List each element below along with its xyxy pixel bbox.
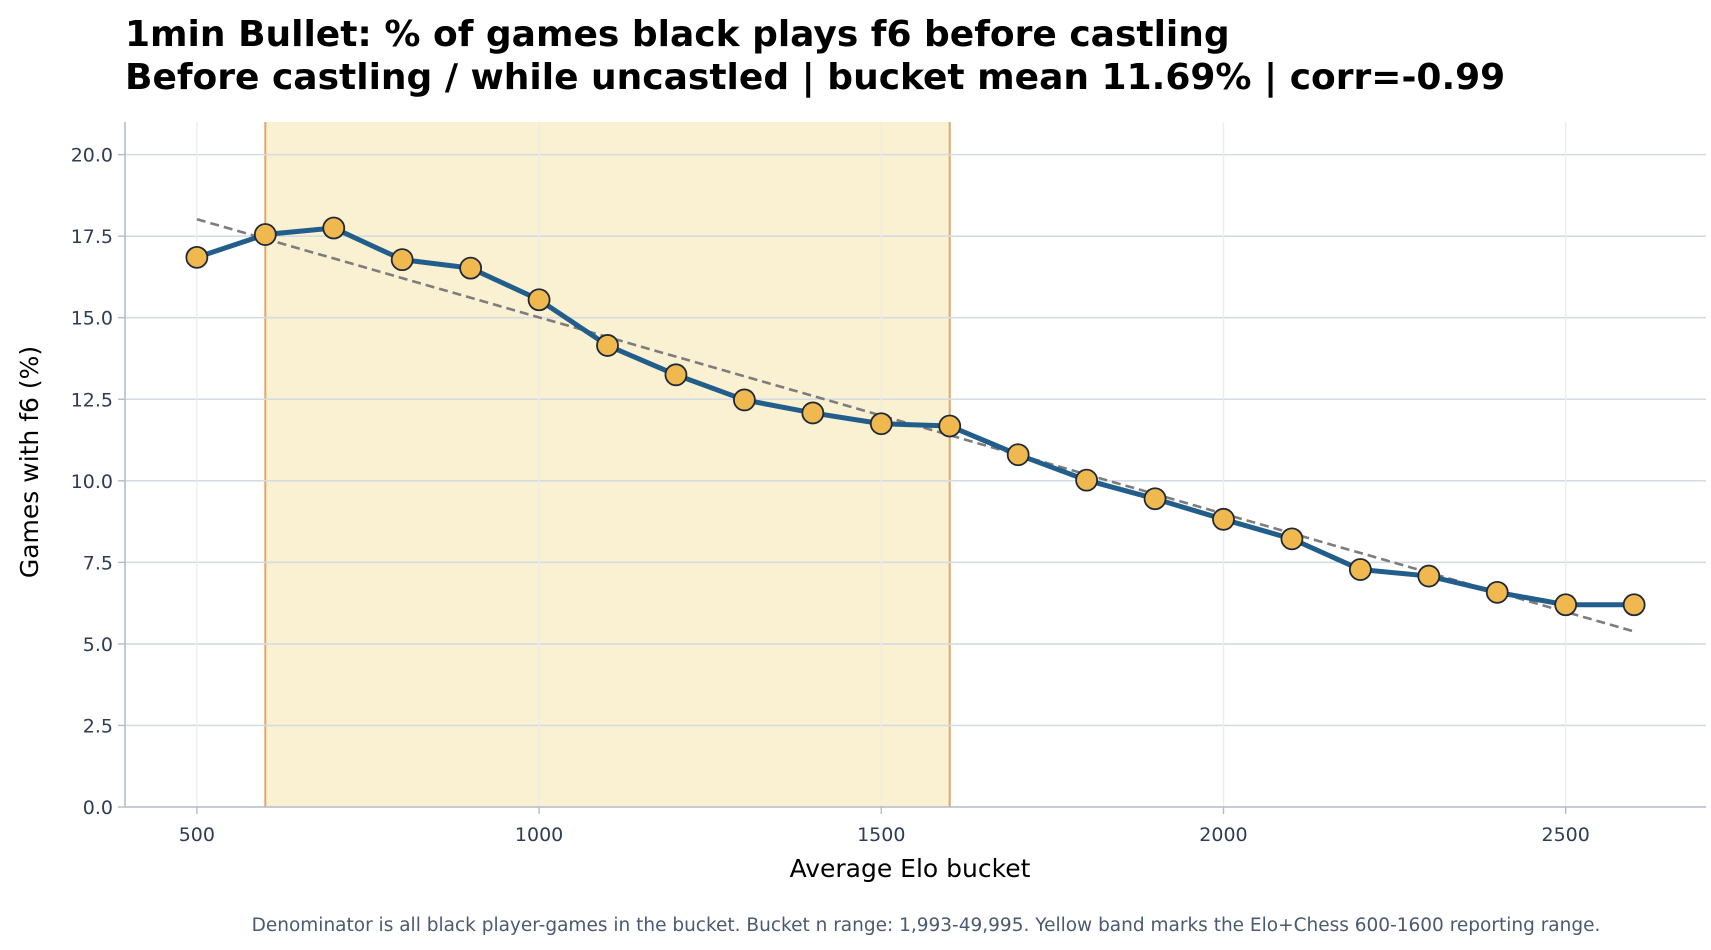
data-point — [459, 256, 483, 280]
data-point — [801, 401, 825, 425]
y-tick-label: 5.0 — [83, 634, 113, 656]
axis-layer — [118, 122, 1706, 814]
highlight-band-layer — [264, 122, 951, 807]
data-point — [1280, 527, 1304, 551]
y-tick-label: 0.0 — [83, 797, 113, 819]
y-tick-label: 2.5 — [83, 715, 113, 737]
series-layer — [185, 216, 1646, 617]
x-tick-label: 2000 — [1199, 824, 1247, 846]
data-point — [1006, 443, 1030, 467]
data-point — [1348, 558, 1372, 581]
data-point — [185, 245, 209, 269]
highlight-band — [265, 122, 950, 807]
data-point — [527, 288, 551, 312]
data-point — [732, 388, 756, 412]
data-point — [664, 363, 688, 387]
data-point — [1485, 580, 1509, 604]
data-point — [1554, 593, 1578, 617]
x-tick-label: 1500 — [857, 824, 905, 846]
x-axis-label: Average Elo bucket — [790, 854, 1031, 883]
y-tick-label: 20.0 — [71, 145, 113, 167]
footnote: Denominator is all black player-games in… — [252, 915, 1601, 936]
data-point — [869, 412, 893, 436]
data-point — [1075, 468, 1099, 492]
y-tick-label: 7.5 — [83, 552, 113, 574]
data-point — [1622, 593, 1646, 617]
chart-subtitle: Before castling / while uncastled | buck… — [125, 57, 1505, 98]
y-tick-label: 12.5 — [71, 389, 113, 411]
data-point — [253, 223, 277, 246]
data-point — [1212, 507, 1235, 531]
data-point — [1417, 564, 1441, 588]
data-point — [1143, 487, 1167, 511]
data-point — [390, 248, 414, 272]
y-axis-label: Games with f6 (%) — [15, 346, 44, 578]
data-point — [938, 414, 962, 438]
y-tick-label: 10.0 — [71, 471, 113, 493]
y-tick-label: 17.5 — [71, 226, 113, 248]
grid-layer — [125, 122, 1706, 807]
x-tick-label: 2500 — [1542, 824, 1590, 846]
x-tick-label: 500 — [179, 824, 215, 846]
series-line — [194, 225, 1637, 608]
chart-title: 1min Bullet: % of games black plays f6 b… — [125, 14, 1230, 55]
tick-label-layer: 0.0 2.5 5.0 7.5 10.0 12.5 15.0 17.5 20.0 500 1000 1… — [71, 145, 1590, 846]
x-tick-label: 1000 — [515, 824, 563, 846]
y-tick-label: 15.0 — [71, 308, 113, 330]
data-point — [322, 216, 346, 240]
data-point — [596, 334, 619, 357]
